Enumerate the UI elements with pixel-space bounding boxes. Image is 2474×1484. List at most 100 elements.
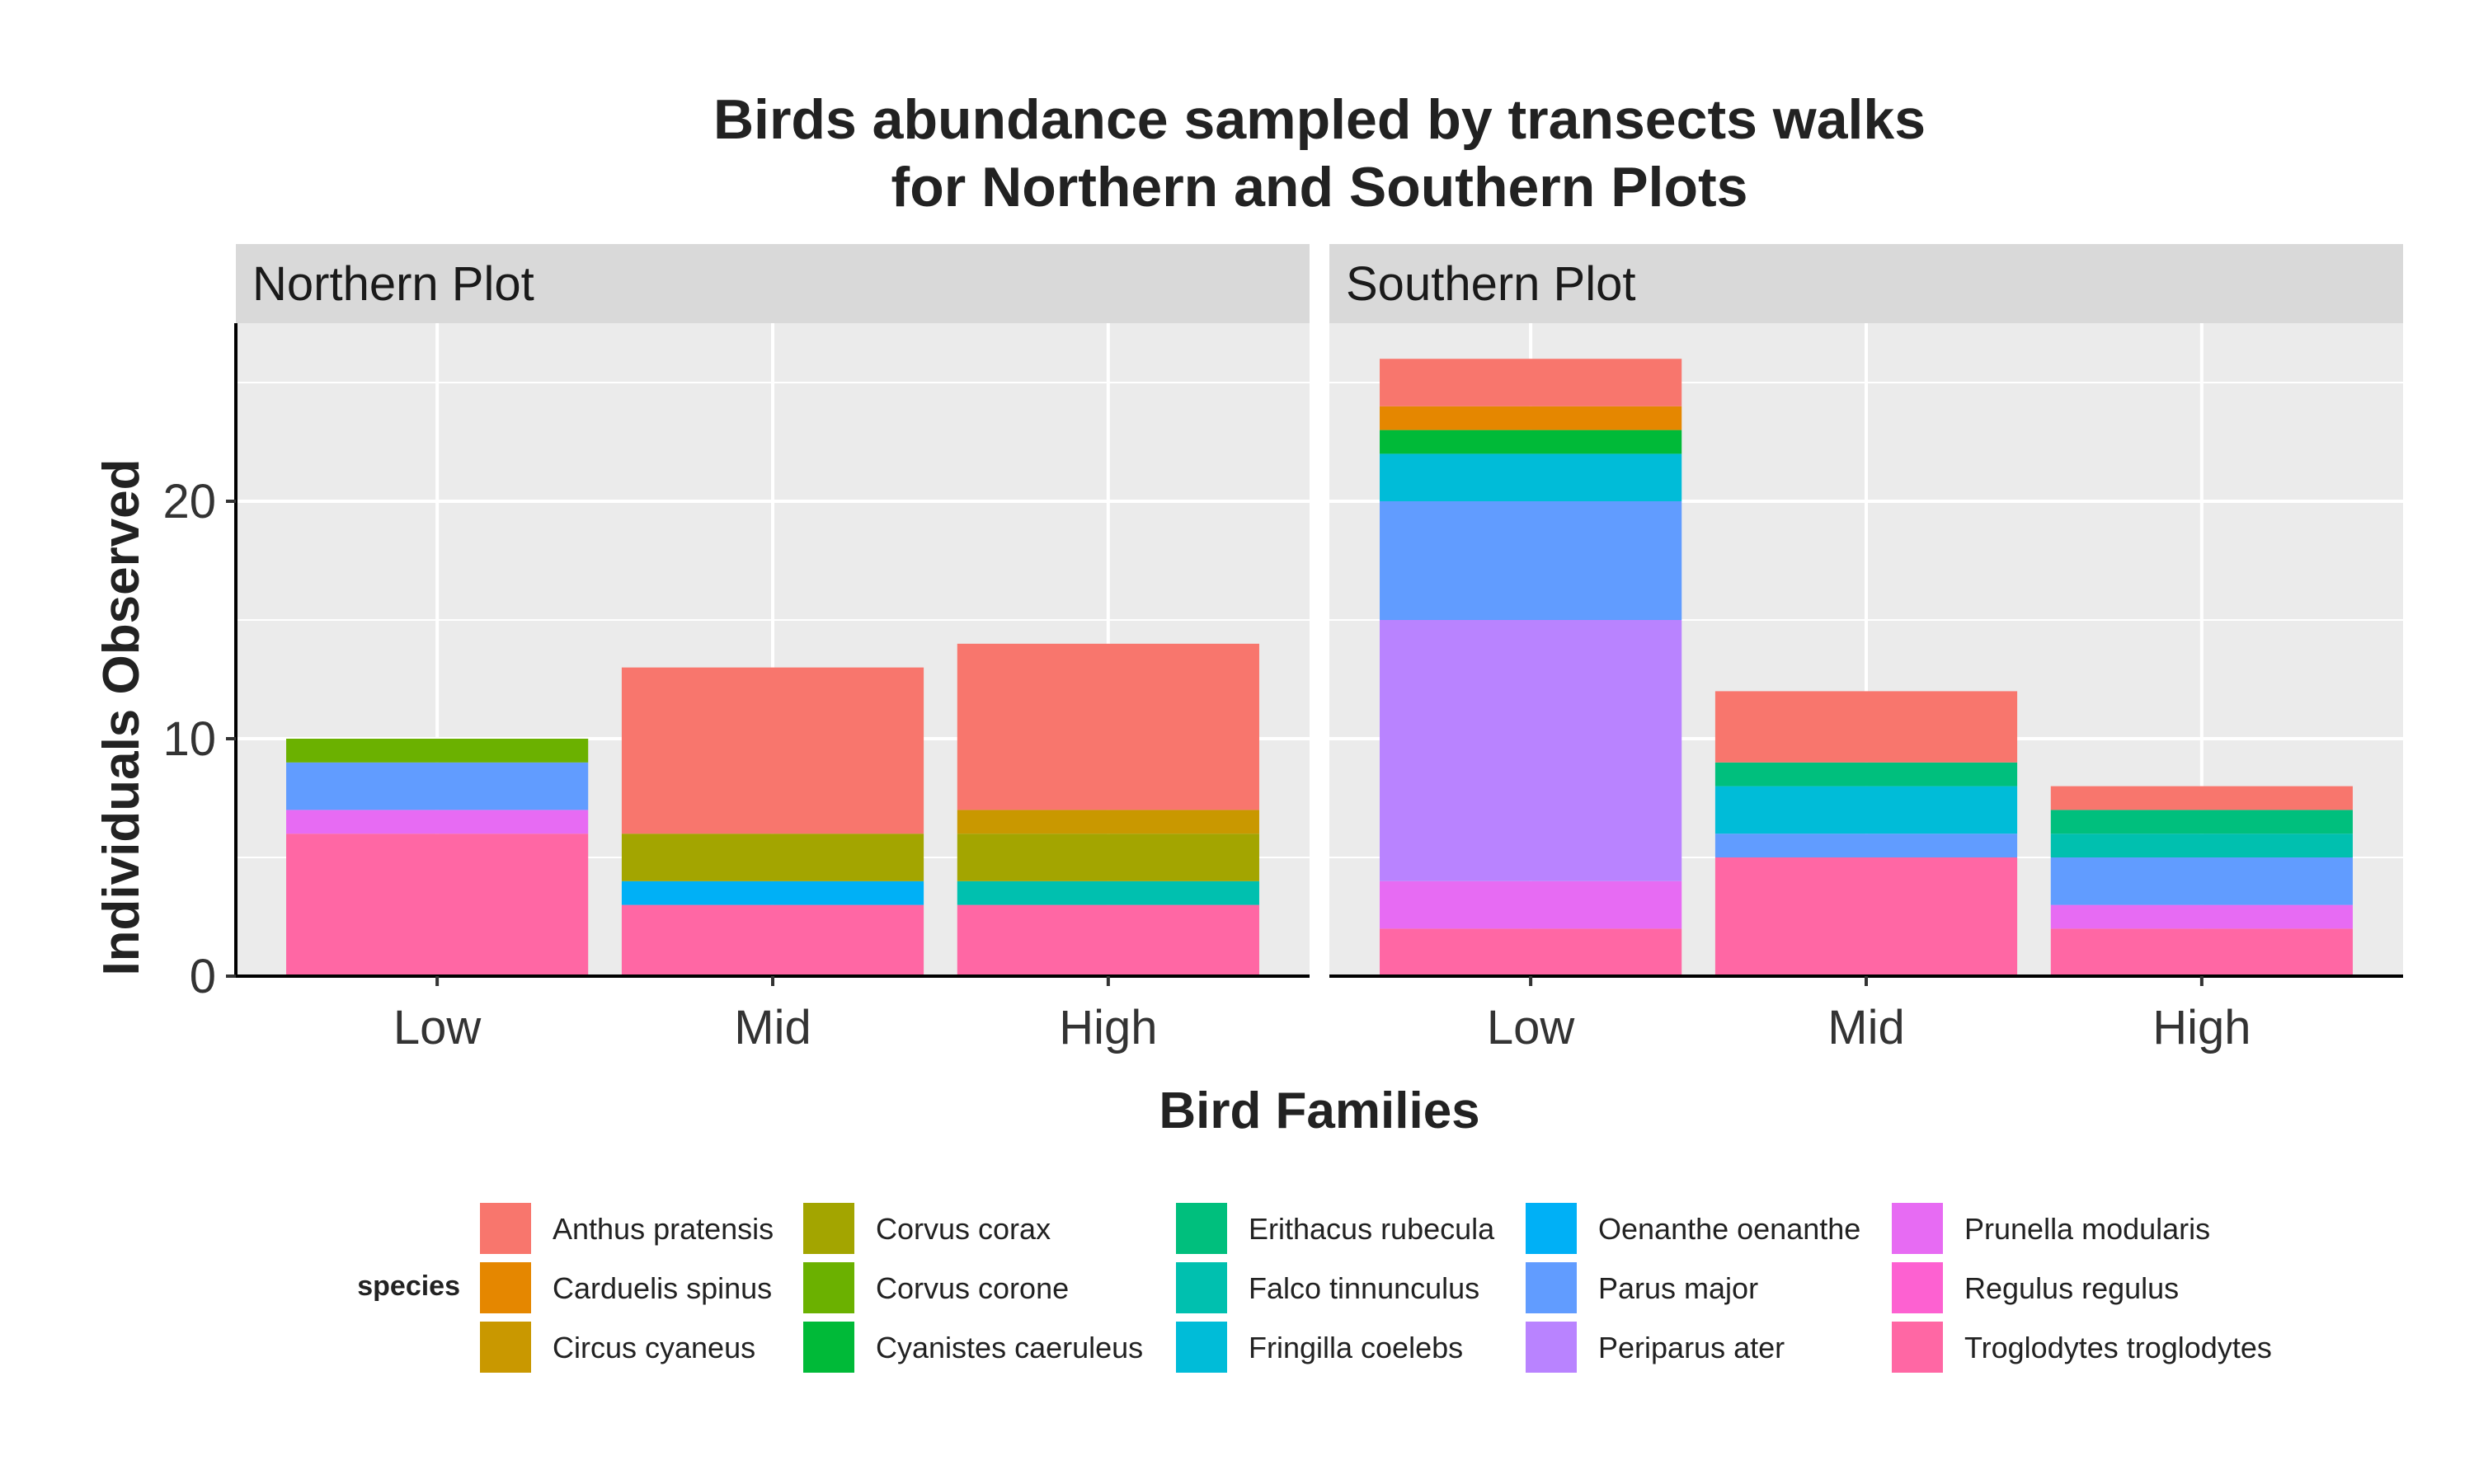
legend-label-anthus-pratensis: Anthus pratensis [553,1212,774,1246]
bar-segment-southern-plot-high-parus-major [2050,857,2353,905]
bar-segment-southern-plot-mid-anthus-pratensis [1714,691,2018,763]
legend-item-periparus-ater: Periparus ater [1526,1322,1785,1373]
legend: species Anthus pratensis Carduelis spinus… [357,1203,2272,1373]
bar-segment-northern-plot-high-circus-cyaneus [957,810,1259,834]
x-tick-label-northern-plot-low: Low [393,1001,482,1054]
bar-segment-southern-plot-low-parus-major [1380,501,1682,620]
legend-label-falco-tinnunculus: Falco tinnunculus [1249,1271,1479,1305]
legend-item-carduelis-spinus: Carduelis spinus [480,1262,772,1313]
bar-segment-northern-plot-low-prunella-modularis [286,810,589,834]
facet-label-northern-plot: Northern Plot [252,257,534,311]
legend-label-corvus-corax: Corvus corax [876,1212,1051,1246]
legend-item-anthus-pratensis: Anthus pratensis [480,1203,774,1254]
x-axis-title: Bird Families [1159,1082,1479,1139]
legend-item-erithacus-rubecula: Erithacus rubecula [1176,1203,1495,1254]
legend-label-parus-major: Parus major [1598,1271,1758,1305]
legend-item-falco-tinnunculus: Falco tinnunculus [1176,1262,1479,1313]
y-axis: 0 10 20 [162,323,238,1003]
facet-strip-northern-plot [236,244,1310,323]
legend-item-circus-cyaneus: Circus cyaneus [480,1322,755,1373]
bar-segment-southern-plot-high-anthus-pratensis [2050,786,2353,810]
legend-swatch-oenanthe-oenanthe [1526,1203,1577,1254]
x-tick-label-southern-plot-low: Low [1487,1001,1576,1054]
legend-swatch-erithacus-rubecula [1176,1203,1227,1254]
legend-swatch-regulus-regulus [1892,1262,1943,1313]
bar-segment-northern-plot-high-corvus-corax [957,834,1259,881]
legend-label-corvus-corone: Corvus corone [876,1271,1069,1305]
legend-swatch-parus-major [1526,1262,1577,1313]
legend-swatch-carduelis-spinus [480,1262,531,1313]
legend-label-periparus-ater: Periparus ater [1598,1331,1785,1364]
bar-segment-southern-plot-high-falco-tinnunculus [2050,834,2353,857]
bar-segment-northern-plot-low-parus-major [286,762,589,810]
legend-label-carduelis-spinus: Carduelis spinus [553,1271,772,1305]
legend-swatch-troglodytes-troglodytes [1892,1322,1943,1373]
x-tick-label-northern-plot-high: High [1059,1001,1157,1054]
bar-segment-southern-plot-low-periparus-ater [1380,620,1682,881]
x-tick-label-southern-plot-mid: Mid [1827,1001,1904,1054]
facet-label-southern-plot: Southern Plot [1346,257,1635,311]
legend-label-erithacus-rubecula: Erithacus rubecula [1249,1212,1495,1246]
legend-swatch-fringilla-coelebs [1176,1322,1227,1373]
legend-swatch-falco-tinnunculus [1176,1262,1227,1313]
x-tick-label-southern-plot-high: High [2152,1001,2251,1054]
legend-item-troglodytes-troglodytes: Troglodytes troglodytes [1892,1322,2272,1373]
bar-segment-southern-plot-mid-troglodytes-troglodytes [1714,857,2018,976]
panel-northern-plot: Northern Plot Low Mid High [236,244,1310,1054]
bar-segment-northern-plot-high-anthus-pratensis [957,643,1259,810]
bar-segment-northern-plot-mid-anthus-pratensis [621,667,924,834]
legend-swatch-anthus-pratensis [480,1203,531,1254]
legend-swatch-corvus-corone [803,1262,854,1313]
bar-segment-southern-plot-high-erithacus-rubecula [2050,810,2353,834]
bar-segment-southern-plot-mid-parus-major [1714,834,2018,857]
legend-label-regulus-regulus: Regulus regulus [1964,1271,2179,1305]
legend-title: species [357,1270,460,1302]
bar-segment-northern-plot-mid-troglodytes-troglodytes [621,904,924,976]
facet-strip-southern-plot [1329,244,2403,323]
bar-segment-southern-plot-low-fringilla-coelebs [1380,453,1682,501]
bar-segment-northern-plot-mid-oenanthe-oenanthe [621,881,924,905]
bar-segment-southern-plot-low-prunella-modularis [1380,881,1682,929]
bar-segment-northern-plot-low-corvus-corone [286,739,589,763]
bar-segment-southern-plot-low-troglodytes-troglodytes [1380,928,1682,976]
legend-label-circus-cyaneus: Circus cyaneus [553,1331,755,1364]
legend-label-oenanthe-oenanthe: Oenanthe oenanthe [1598,1212,1860,1246]
bar-segment-southern-plot-mid-fringilla-coelebs [1714,786,2018,834]
legend-label-troglodytes-troglodytes: Troglodytes troglodytes [1964,1331,2272,1364]
legend-item-cyanistes-caeruleus: Cyanistes caeruleus [803,1322,1143,1373]
bar-segment-southern-plot-low-carduelis-spinus [1380,406,1682,430]
bar-segment-southern-plot-mid-erithacus-rubecula [1714,762,2018,787]
y-axis-title: Individuals Observed [93,458,150,975]
y-tick-label-0: 0 [190,950,216,1003]
legend-item-corvus-corax: Corvus corax [803,1203,1051,1254]
legend-swatch-periparus-ater [1526,1322,1577,1373]
bar-segment-southern-plot-high-troglodytes-troglodytes [2050,928,2353,976]
legend-item-prunella-modularis: Prunella modularis [1892,1203,2210,1254]
chart-title-line-1: Birds abundance sampled by transects wal… [713,88,1926,151]
bar-segment-southern-plot-low-cyanistes-caeruleus [1380,430,1682,454]
y-tick-label-20: 20 [162,475,216,528]
y-tick-label-10: 10 [162,712,216,766]
legend-item-parus-major: Parus major [1526,1262,1758,1313]
panel-southern-plot: Southern Plot Low Mid High [1329,244,2403,1054]
legend-item-fringilla-coelebs: Fringilla coelebs [1176,1322,1463,1373]
legend-item-corvus-corone: Corvus corone [803,1262,1069,1313]
legend-item-oenanthe-oenanthe: Oenanthe oenanthe [1526,1203,1860,1254]
legend-item-regulus-regulus: Regulus regulus [1892,1262,2179,1313]
bar-segment-northern-plot-high-troglodytes-troglodytes [957,904,1259,976]
chart-title-line-2: for Northern and Southern Plots [891,156,1748,218]
bar-segment-northern-plot-mid-corvus-corax [621,834,924,881]
legend-label-cyanistes-caeruleus: Cyanistes caeruleus [876,1331,1143,1364]
x-tick-label-northern-plot-mid: Mid [734,1001,811,1054]
legend-label-prunella-modularis: Prunella modularis [1964,1212,2210,1246]
bar-segment-southern-plot-high-prunella-modularis [2050,904,2353,929]
legend-swatch-circus-cyaneus [480,1322,531,1373]
bar-segment-southern-plot-low-anthus-pratensis [1380,359,1682,406]
panels-layer: Northern Plot Low Mid High Southern Plot Low M… [236,244,2403,1054]
legend-swatch-cyanistes-caeruleus [803,1322,854,1373]
bar-segment-northern-plot-low-troglodytes-troglodytes [286,834,589,976]
bar-segment-northern-plot-high-falco-tinnunculus [957,881,1259,905]
legend-swatch-prunella-modularis [1892,1203,1943,1254]
legend-label-fringilla-coelebs: Fringilla coelebs [1249,1331,1463,1364]
